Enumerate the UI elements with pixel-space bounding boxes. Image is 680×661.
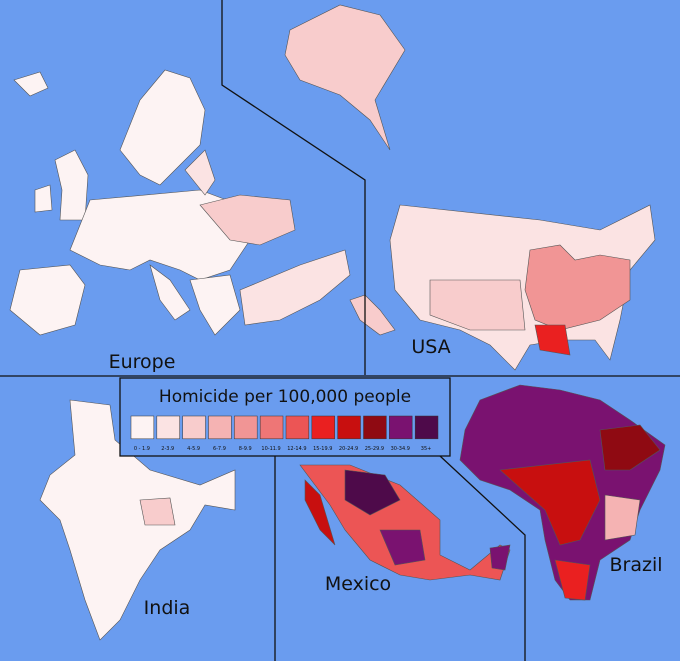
- legend-title: Homicide per 100,000 people: [159, 387, 411, 407]
- legend-swatch: [259, 415, 284, 440]
- region-label: Brazil: [609, 554, 662, 576]
- legend-label: 30-34.9: [391, 446, 410, 452]
- legend-swatch: [285, 415, 310, 440]
- legend-label: 4-5.9: [187, 446, 200, 452]
- legend-items: 0 - 1.9 2-3.9 4-5.9 6-7.9 8-9.9 10-11.9 12-14.…: [130, 415, 439, 452]
- legend-swatch: [208, 415, 232, 440]
- region-label: Mexico: [325, 573, 391, 595]
- legend-swatch: [182, 415, 206, 440]
- legend-swatch: [414, 415, 439, 440]
- usa-shapes: [284, 4, 656, 371]
- legend-label: 8-9.9: [239, 446, 252, 452]
- legend-swatch: [234, 415, 258, 440]
- region-label: Europe: [109, 351, 176, 373]
- legend-label: 20-24.9: [339, 446, 358, 452]
- legend-swatch: [337, 415, 361, 440]
- legend-label: 15-19.9: [313, 446, 332, 452]
- legend-label: 6-7.9: [213, 446, 226, 452]
- legend-swatch: [311, 415, 335, 440]
- region-label: India: [144, 597, 191, 619]
- legend-label: 25-29.9: [365, 446, 384, 452]
- mexico-shapes: [299, 464, 511, 581]
- legend-label: 0 - 1.9: [134, 446, 150, 452]
- legend-label: 10-11.9: [261, 446, 280, 452]
- legend-swatch: [130, 415, 155, 440]
- legend-label: 35+: [421, 446, 432, 452]
- legend-swatch: [389, 415, 413, 440]
- region-label: USA: [411, 336, 450, 358]
- india-shapes: [39, 399, 236, 641]
- legend-swatch: [156, 415, 180, 440]
- legend-label: 2-3.9: [161, 446, 174, 452]
- europe-shapes: [9, 69, 351, 336]
- legend-label: 12-14.9: [287, 446, 306, 452]
- brazil-shapes: [459, 384, 666, 601]
- legend-swatch: [363, 415, 387, 440]
